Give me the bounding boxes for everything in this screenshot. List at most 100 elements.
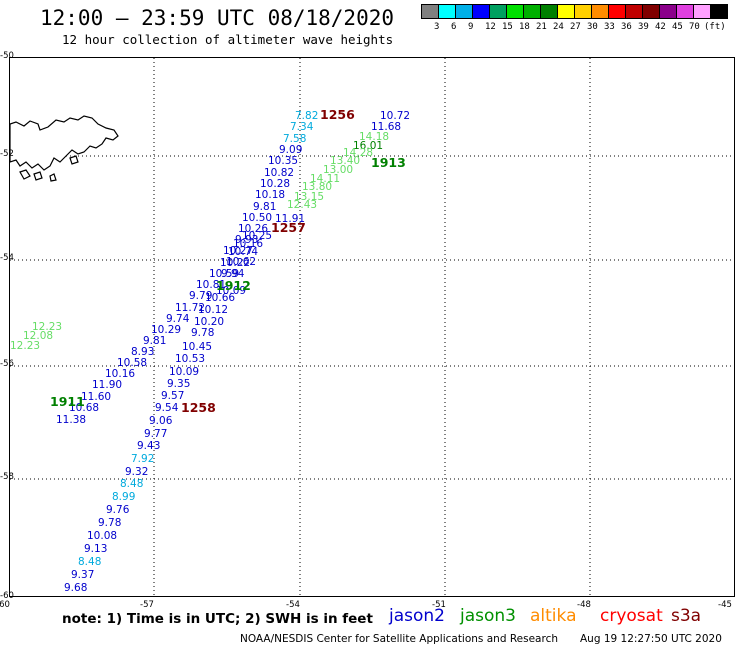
scale-swatch xyxy=(659,4,677,19)
wave-height-reading: 8.93 xyxy=(131,346,155,358)
lon-tick-label: -48 xyxy=(577,600,591,610)
scale-swatch xyxy=(608,4,626,19)
wave-height-reading: 10.12 xyxy=(198,304,229,316)
wave-height-reading: 11.38 xyxy=(56,414,87,426)
wave-height-reading: 9.57 xyxy=(161,390,185,402)
wave-height-reading: 9.32 xyxy=(125,466,149,478)
page-title: 12:00 – 23:59 UTC 08/18/2020 xyxy=(40,6,395,30)
scale-swatch xyxy=(489,4,507,19)
scale-label: 42 xyxy=(655,22,666,32)
lon-tick-label: -51 xyxy=(432,600,446,610)
wave-height-reading: 10.53 xyxy=(175,353,206,365)
wave-height-reading: 9.93 xyxy=(235,234,259,246)
wave-height-reading: 9.78 xyxy=(98,517,122,529)
scale-swatch xyxy=(574,4,592,19)
wave-height-reading: 9.79 xyxy=(189,290,213,302)
wave-height-reading: 12.23 xyxy=(10,340,41,352)
scale-swatch xyxy=(710,4,728,19)
wave-height-reading: 10.72 xyxy=(380,110,411,122)
scale-swatch xyxy=(455,4,473,19)
lat-tick-label: -52 xyxy=(0,149,14,159)
wave-height-reading: 10.27 xyxy=(223,245,254,257)
scale-swatch xyxy=(625,4,643,19)
wave-height-reading: 9.94 xyxy=(221,268,245,280)
footer-note: note: 1) Time is in UTC; 2) SWH is in fe… xyxy=(62,611,373,627)
scale-label: 70 xyxy=(689,22,700,32)
lon-tick-label: -57 xyxy=(140,600,154,610)
scale-label: 12 xyxy=(485,22,496,32)
wave-height-reading: 10.68 xyxy=(69,402,100,414)
scale-label: 45 xyxy=(672,22,683,32)
scale-label: 33 xyxy=(604,22,615,32)
wave-height-reading: 9.04 xyxy=(47,595,70,596)
wave-height-reading: 13.80 xyxy=(302,181,333,193)
wave-height-reading: 12.43 xyxy=(287,199,318,211)
wave-height-reading: 9.54 xyxy=(155,402,179,414)
wave-height-reading: 13.00 xyxy=(323,164,354,176)
wave-height-reading: 9.81 xyxy=(253,201,277,213)
wave-height-reading: 14.18 xyxy=(359,131,390,143)
wave-height-reading: 9.37 xyxy=(71,569,95,581)
page-subtitle: 12 hour collection of altimeter wave hei… xyxy=(62,32,394,47)
wave-height-reading: 9.06 xyxy=(149,415,173,427)
pass-time-marker: 1911 xyxy=(50,394,85,409)
wave-height-reading: 16.01 xyxy=(353,140,384,152)
wave-height-reading: 7.58 xyxy=(283,133,307,145)
wave-height-reading: 12.23 xyxy=(32,321,63,333)
satellite-legend-altika: altika xyxy=(530,606,577,626)
scale-swatch xyxy=(523,4,541,19)
wave-height-reading: 9.68 xyxy=(64,582,88,594)
wave-height-reading: 10.18 xyxy=(255,189,286,201)
wave-height-reading: 12.08 xyxy=(23,330,54,342)
wave-height-reading: 10.66 xyxy=(205,292,236,304)
wave-height-reading: 13.15 xyxy=(294,191,325,203)
satellite-legend-cryosat: cryosat xyxy=(600,606,663,626)
pass-time-marker: 1912 xyxy=(216,278,251,293)
scale-swatch xyxy=(557,4,575,19)
footer-timestamp: Aug 19 12:27:50 UTC 2020 xyxy=(580,633,722,645)
pass-time-marker: 1913 xyxy=(371,155,406,170)
wave-height-reading: 13.40 xyxy=(330,155,361,167)
wave-height-reading: 8.48 xyxy=(78,556,102,568)
lon-tick-label: -60 xyxy=(0,600,10,610)
wave-height-reading: 10.28 xyxy=(260,178,291,190)
scale-swatch xyxy=(642,4,660,19)
wave-height-reading: 11.68 xyxy=(371,121,402,133)
wave-height-reading: 10.16 xyxy=(233,238,264,250)
scale-label: 27 xyxy=(570,22,581,32)
satellite-legend-jason3: jason3 xyxy=(460,606,516,626)
wave-height-reading: 14.11 xyxy=(310,173,341,185)
wave-height-reading: 10.20 xyxy=(194,316,225,328)
wave-height-reading: 10.81 xyxy=(196,279,227,291)
scale-label: 3 xyxy=(434,22,440,32)
wave-height-reading: 9.74 xyxy=(166,313,190,325)
scale-swatch xyxy=(693,4,711,19)
scale-swatch xyxy=(421,4,439,19)
scale-label: 39 xyxy=(638,22,649,32)
wave-height-reading: 10.74 xyxy=(228,246,259,258)
wave-height-reading: 10.09 xyxy=(169,366,200,378)
wave-height-reading: 9.76 xyxy=(106,504,130,516)
wave-height-reading: 11.91 xyxy=(275,213,306,225)
wave-height-reading: 10.58 xyxy=(117,357,148,369)
wave-height-reading: 9.09 xyxy=(279,144,303,156)
wave-height-reading: 9.81 xyxy=(143,335,167,347)
wave-height-reading: 10.45 xyxy=(182,341,213,353)
scale-label: 21 xyxy=(536,22,547,32)
pass-time-marker: 1258 xyxy=(181,400,216,415)
scale-label: 24 xyxy=(553,22,564,32)
wave-height-reading: 10.16 xyxy=(105,368,136,380)
wave-height-reading: 8.48 xyxy=(120,478,144,490)
wave-height-reading: 7.92 xyxy=(131,453,155,465)
lat-tick-label: -58 xyxy=(0,472,14,482)
lat-tick-label: -50 xyxy=(0,51,14,61)
wave-height-reading: 11.90 xyxy=(92,379,123,391)
lon-tick-label: -45 xyxy=(718,600,732,610)
wave-height-reading: 7.34 xyxy=(290,121,314,133)
wave-height-reading: 10.25 xyxy=(242,230,273,242)
wave-height-reading: 9.77 xyxy=(144,428,168,440)
map-grid xyxy=(10,58,734,596)
scale-label: 18 xyxy=(519,22,530,32)
map-panel: 7.82 7.34 7.58 9.09 10.35 10.82 10.28 10.18 9.81… xyxy=(9,57,735,597)
wave-height-reading: 9.78 xyxy=(191,327,215,339)
